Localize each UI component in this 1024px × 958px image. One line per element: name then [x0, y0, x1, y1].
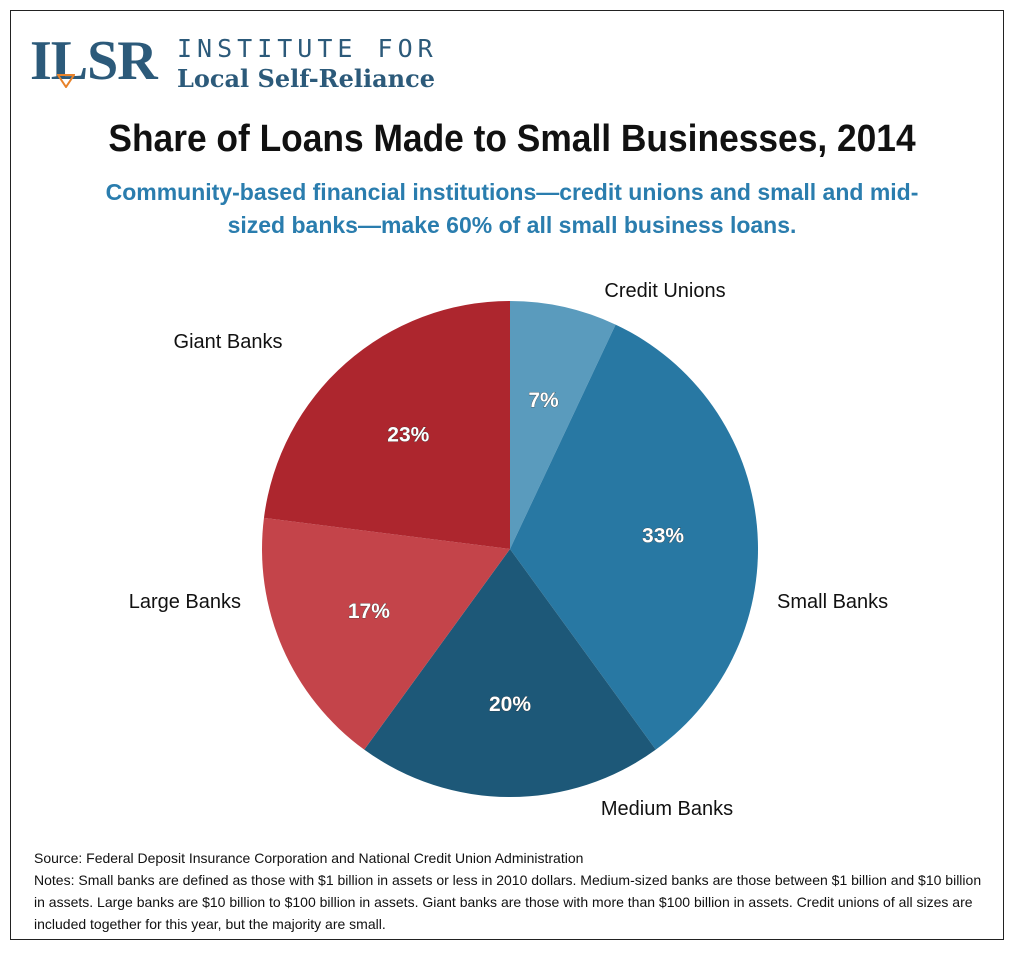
slice-label-large-banks: Large Banks	[129, 591, 241, 613]
chart-subtitle: Community-based financial institutions—c…	[105, 179, 919, 238]
pie-slice-credit-unions	[510, 301, 616, 549]
logo-line-1: INSTITUTE FOR	[177, 34, 438, 63]
slice-value-large-banks: 17%	[348, 600, 390, 623]
slice-label-small-banks: Small Banks	[777, 591, 888, 613]
pie-slice-medium-banks	[364, 549, 656, 798]
chart-title: Share of Loans Made to Small Businesses,…	[108, 118, 916, 160]
logo-triangle-icon	[57, 74, 75, 88]
slice-value-giant-banks: 23%	[387, 424, 429, 447]
chart-frame	[10, 10, 1004, 940]
slice-label-medium-banks: Medium Banks	[601, 798, 733, 820]
slice-label-giant-banks: Giant Banks	[174, 331, 283, 353]
pie-slice-large-banks	[262, 517, 510, 750]
slice-value-small-banks: 33%	[642, 525, 684, 548]
pie-slice-giant-banks	[263, 301, 510, 549]
logo-mark: ILSR	[30, 30, 158, 92]
pie-slice-small-banks	[510, 324, 758, 750]
chart-footer: Source: Federal Deposit Insurance Corpor…	[34, 847, 994, 935]
source-note: Source: Federal Deposit Insurance Corpor…	[34, 850, 584, 866]
slice-label-credit-unions: Credit Unions	[604, 280, 725, 302]
notes: Notes: Small banks are defined as those …	[34, 872, 982, 932]
slice-value-medium-banks: 20%	[489, 693, 531, 716]
logo-line-2: Local Self-Reliance	[177, 64, 435, 93]
slice-value-credit-unions: 7%	[528, 389, 559, 412]
